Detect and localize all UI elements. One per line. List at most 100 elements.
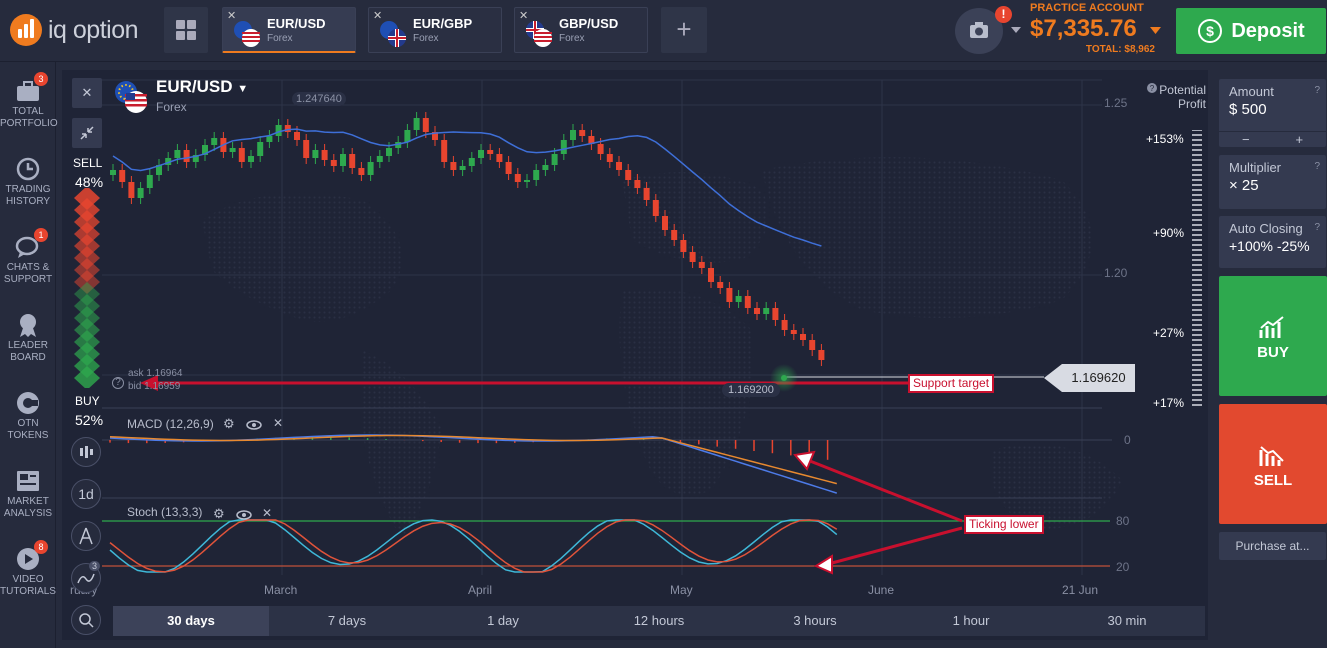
sell-button[interactable]: SELL <box>1219 404 1327 524</box>
timeframe-7d[interactable]: 7 days <box>327 613 367 628</box>
add-tab-button[interactable]: + <box>661 7 707 53</box>
candle <box>459 166 466 170</box>
nav-trading-history[interactable]: TRADING HISTORY <box>0 156 56 208</box>
collapse-icon <box>80 126 94 140</box>
macd-eye-icon[interactable] <box>246 420 262 430</box>
chart-type-button[interactable] <box>71 437 101 467</box>
timeframe-3h[interactable]: 3 hours <box>793 613 837 628</box>
candle <box>671 230 678 240</box>
price-chart[interactable] <box>62 70 1208 640</box>
close-icon[interactable]: ✕ <box>227 10 237 22</box>
macd-close-icon[interactable]: ✕ <box>273 416 284 430</box>
multiplier-field[interactable]: Multiplier × 25 ? <box>1219 155 1326 209</box>
stoch-arrowhead <box>813 554 833 575</box>
candle <box>450 162 457 170</box>
nav-leader-board[interactable]: LEADER BOARD <box>0 312 56 364</box>
interval-button[interactable]: 1d <box>71 479 101 509</box>
amount-label: Amount <box>1229 84 1274 99</box>
purchase-at-button[interactable]: Purchase at... <box>1219 532 1326 560</box>
nav-total-portfolio[interactable]: 3 TOTAL PORTFOLIO <box>0 72 58 130</box>
timeframe-1d[interactable]: 1 day <box>487 613 519 628</box>
candle <box>386 148 392 156</box>
total-value: TOTAL: $8,962 <box>1085 44 1155 55</box>
multiplier-label: Multiplier <box>1229 160 1282 175</box>
nav-badge: 3 <box>34 72 48 86</box>
zoom-icon <box>79 613 94 628</box>
deposit-label: Deposit <box>1231 19 1305 42</box>
timeframe-12h[interactable]: 12 hours <box>633 613 685 628</box>
candle <box>560 140 567 154</box>
increase-button[interactable]: + <box>1295 132 1304 147</box>
auto-closing-info-icon[interactable]: ? <box>1314 222 1320 233</box>
balance-chevron-icon[interactable] <box>1150 27 1161 34</box>
timeframe-30d[interactable]: 30 days <box>113 606 269 636</box>
stochastic-panel <box>109 519 838 573</box>
close-chart-button[interactable]: ✕ <box>72 78 102 108</box>
account-balance[interactable]: PRACTICE ACCOUNT $7,335.76 TOTAL: $8,962 <box>1030 2 1165 55</box>
chat-icon: 1 <box>14 228 48 260</box>
token-icon <box>14 390 42 416</box>
tab-eurgbp[interactable]: ✕ EUR/GBP Forex <box>368 7 502 53</box>
collapse-chart-button[interactable] <box>72 118 102 148</box>
deposit-button[interactable]: $ Deposit <box>1176 8 1326 54</box>
timeframe-30m[interactable]: 30 min <box>1107 613 1147 628</box>
sentiment-diamond <box>74 270 100 294</box>
candle <box>570 130 576 140</box>
candle <box>772 308 779 320</box>
candle <box>505 162 512 174</box>
stoch-close-icon[interactable]: ✕ <box>262 506 273 520</box>
history-icon <box>14 156 42 182</box>
x-tick-21jun: 21 Jun <box>1062 583 1099 597</box>
play-icon: 8 <box>14 540 48 572</box>
nav-market-analysis[interactable]: MARKET ANALYSIS <box>0 468 56 520</box>
chevron-down-icon[interactable] <box>1011 27 1021 33</box>
amount-value[interactable]: $ 500 <box>1229 101 1267 118</box>
stoch-settings-icon[interactable]: ⚙ <box>213 506 225 521</box>
help-icon[interactable]: ? <box>112 377 124 389</box>
nav-chats-support[interactable]: 1 CHATS & SUPPORT <box>0 228 56 286</box>
stoch-eye-icon[interactable] <box>236 510 252 520</box>
stoch-k-line <box>109 519 838 573</box>
amount-info-icon[interactable]: ? <box>1314 85 1320 96</box>
profit-info-icon[interactable]: ? <box>1146 82 1158 94</box>
zoom-reset-button[interactable] <box>71 605 101 635</box>
chart-area[interactable]: ✕ EUR/USD ▼ Forex SELL 48% BUY 52% 1.247… <box>62 70 1208 640</box>
nav-otn-tokens[interactable]: OTN TOKENS <box>0 390 56 442</box>
close-icon[interactable]: ✕ <box>519 10 529 22</box>
auto-closing-field[interactable]: Auto Closing +100% -25% ? <box>1219 216 1326 268</box>
stoch-level-80: 80 <box>1116 514 1130 528</box>
newspaper-icon <box>14 468 42 494</box>
candle <box>413 118 420 130</box>
candle <box>192 155 199 162</box>
decrease-button[interactable]: − <box>1241 132 1250 147</box>
macd-panel <box>109 434 838 494</box>
medal-icon <box>14 312 42 338</box>
drawing-tools-button[interactable] <box>71 521 101 551</box>
indicators-button[interactable]: 3 <box>71 561 101 593</box>
stoch-label: Stoch (13,3,3) <box>127 505 203 519</box>
buy-label: BUY <box>1257 344 1289 361</box>
asset-title[interactable]: EUR/USD ▼ <box>156 77 248 97</box>
tab-pair: EUR/GBP <box>413 16 473 31</box>
candle <box>634 180 641 188</box>
nav-video-tutorials[interactable]: 8 VIDEO TUTORIALS <box>0 540 56 598</box>
asset-dropdown-icon[interactable]: ▼ <box>237 83 249 95</box>
macd-settings-icon[interactable]: ⚙ <box>223 416 235 431</box>
candle <box>625 170 632 180</box>
candle <box>652 200 659 216</box>
camera-icon <box>970 22 988 38</box>
close-icon: ✕ <box>81 85 93 100</box>
tab-gbpusd[interactable]: ✕ GBP/USD Forex <box>514 7 648 53</box>
multiplier-info-icon[interactable]: ? <box>1314 161 1320 172</box>
annotations <box>140 375 963 575</box>
close-icon[interactable]: ✕ <box>373 10 383 22</box>
buy-button[interactable]: BUY <box>1219 276 1327 396</box>
logo[interactable]: iq option <box>10 14 139 46</box>
amount-field[interactable]: Amount $ 500 − + ? <box>1219 79 1326 147</box>
candle <box>137 188 144 198</box>
tab-eurusd[interactable]: ✕ EUR/USD Forex <box>222 7 356 53</box>
profit-tick-3: +27% <box>1153 326 1185 340</box>
timeframe-1h[interactable]: 1 hour <box>952 613 990 628</box>
candle <box>542 165 549 170</box>
grid-menu-button[interactable] <box>164 7 208 53</box>
